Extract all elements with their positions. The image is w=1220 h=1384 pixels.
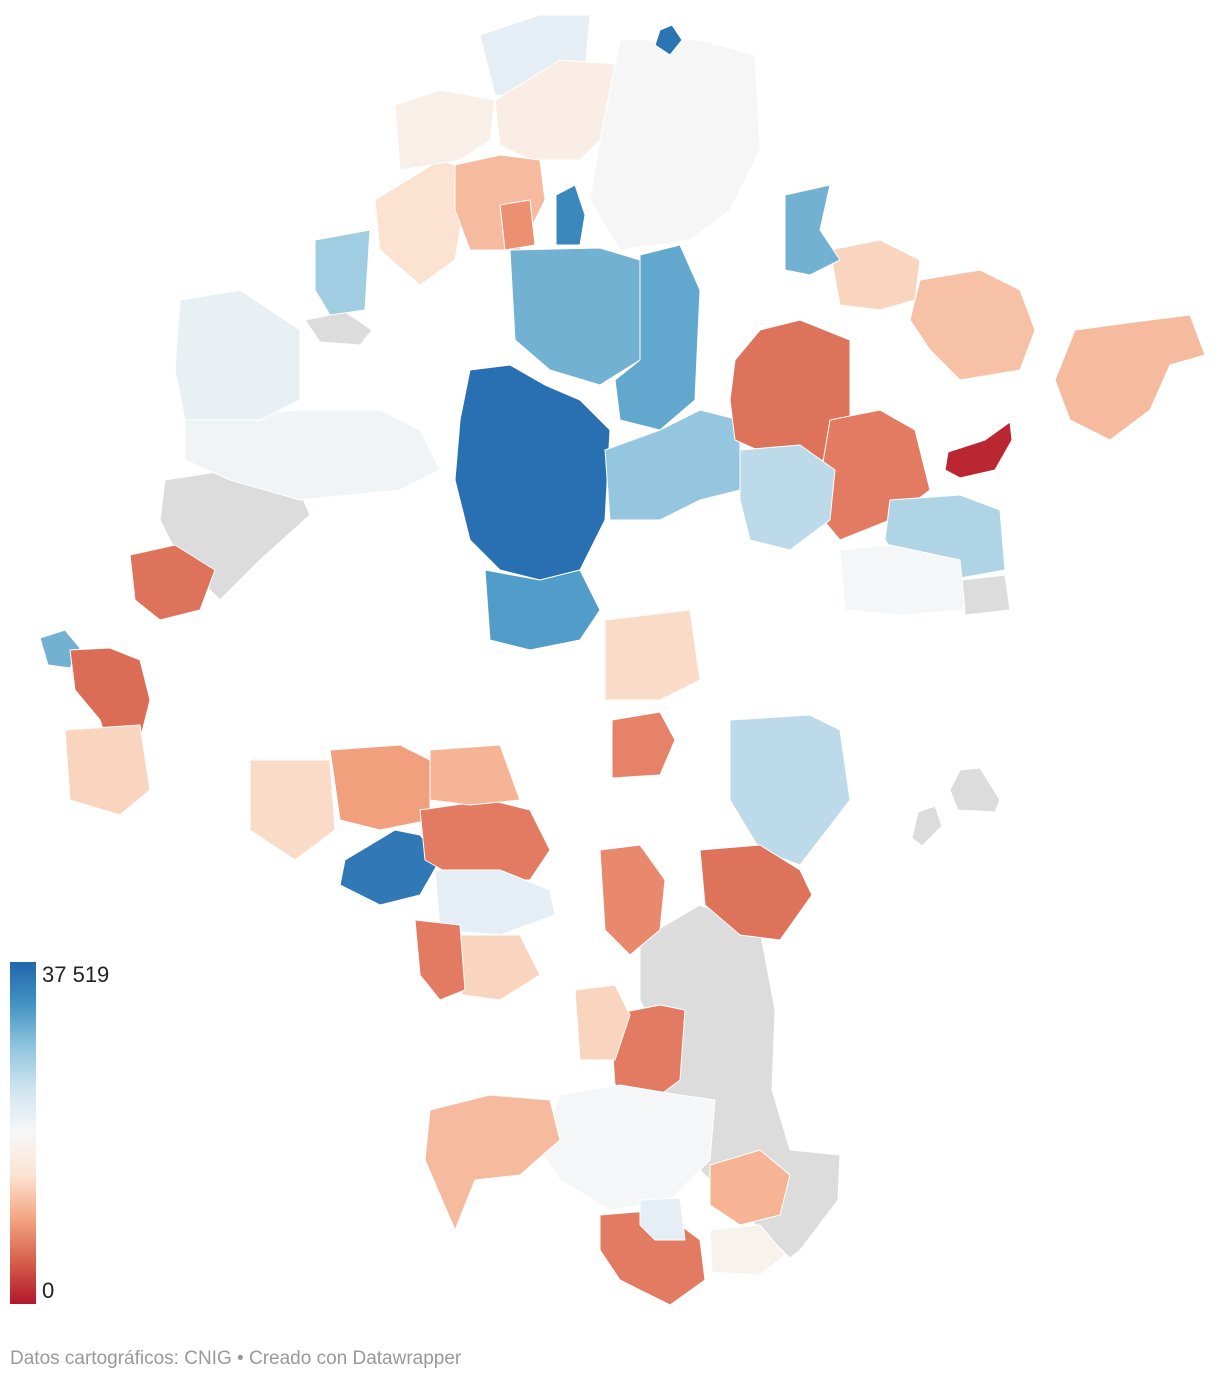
region-norte-enclave-azul — [654, 24, 683, 56]
legend-min-label: 0 — [42, 1278, 55, 1303]
region-este-azul-franja — [784, 184, 841, 276]
region-norte-azul-col — [555, 184, 586, 246]
region-ribera-naranja — [709, 1149, 791, 1226]
nodata-isla-1 — [949, 767, 1001, 813]
region-centro-este-rojo — [611, 711, 676, 779]
region-este-crema — [839, 544, 966, 616]
region-cuenca-sur-azul — [484, 569, 601, 651]
region-ribera-azul-claro — [639, 1197, 686, 1241]
region-ribera-rojo — [609, 1004, 686, 1096]
nodata-isla-2 — [911, 805, 943, 847]
region-ribera-crema — [709, 1224, 786, 1276]
region-cuenca-norte-azul — [509, 247, 641, 386]
region-centro-gris-azulado — [184, 409, 441, 501]
footer-separator: • — [231, 1348, 249, 1369]
region-ribera-gris — [539, 1084, 716, 1211]
region-sur-rojo-2 — [414, 919, 466, 1001]
region-oeste-azul-claro-2 — [174, 289, 301, 421]
footer-source: Datos cartográficos: CNIG — [10, 1348, 232, 1369]
region-centro-sur-azul — [339, 829, 441, 906]
region-baztan — [589, 39, 761, 251]
region-este-rojo-oscuro — [944, 421, 1013, 479]
region-este-naranja-norte — [909, 269, 1036, 381]
region-este-azul-medio — [739, 444, 836, 551]
region-norte-rojo-2 — [499, 199, 536, 251]
municipality-regions — [39, 14, 1206, 1306]
region-centro-este-azul — [729, 714, 851, 866]
region-oeste-rojo — [129, 544, 216, 621]
color-legend: 37 519 0 — [10, 962, 130, 1306]
region-este-rojo-claro — [829, 239, 921, 311]
region-norte-valle-2 — [394, 89, 496, 171]
region-centro-salmon — [249, 759, 336, 861]
footer-credit-link[interactable]: Creado con Datawrapper — [248, 1348, 462, 1369]
region-sur-rojo-1 — [599, 844, 666, 956]
region-oeste-salmon — [64, 724, 151, 816]
legend-gradient-bar — [10, 962, 36, 1304]
region-ribera-melocoton — [574, 984, 631, 1061]
region-centro-sur-naranja — [329, 744, 431, 831]
region-oeste-naranja-2 — [424, 1094, 561, 1231]
region-pamplona — [454, 364, 611, 581]
region-sur-rojo-valle — [419, 799, 551, 881]
region-centro-este-melocoton — [604, 609, 701, 701]
legend-max-label: 37 519 — [42, 962, 110, 987]
region-cuenca-oeste-azul — [314, 229, 371, 316]
region-sur-este-rojo — [699, 844, 813, 941]
nodata-este-1 — [961, 574, 1011, 616]
region-sur-melocoton — [459, 934, 541, 1001]
region-este-naranja-lejano — [1054, 314, 1206, 441]
region-sur-naranja — [429, 744, 521, 806]
footer-credits: Datos cartográficos: CNIG • Creado con D… — [10, 1348, 461, 1370]
nodata-norte-1 — [304, 311, 373, 346]
region-cuenca-sur-este — [604, 409, 741, 521]
